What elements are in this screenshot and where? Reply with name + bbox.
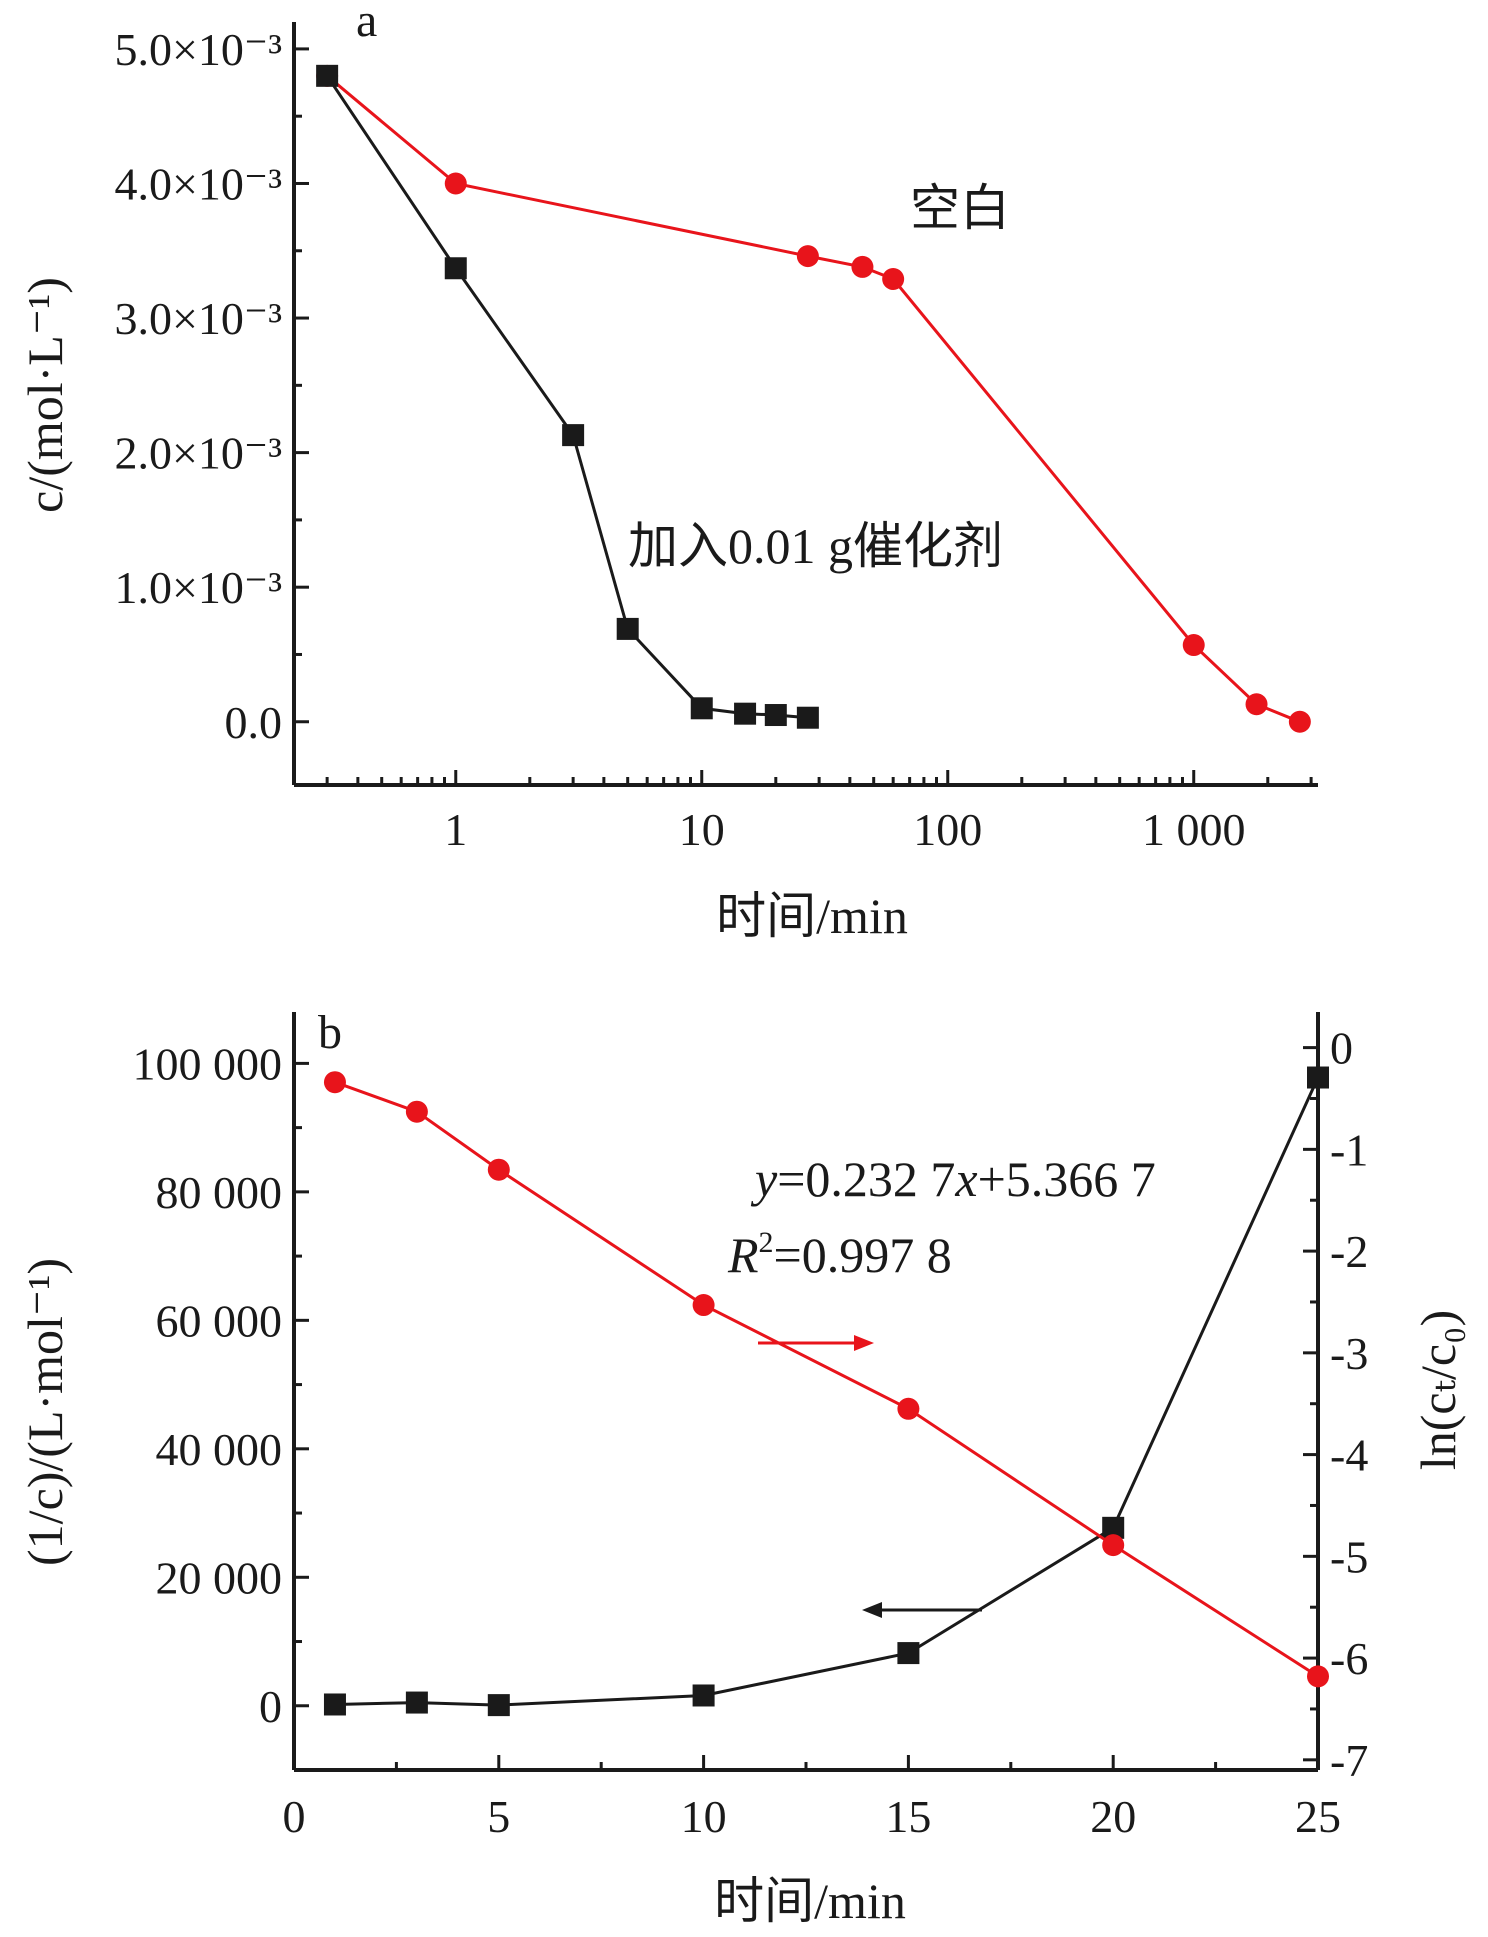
panel-a-series-1-point [690, 697, 713, 720]
panel-b-left-tick-label: 0 [259, 1681, 282, 1732]
panel-b-x-tick-label: 10 [681, 1791, 727, 1842]
panel-b-right-tick-label: -6 [1330, 1633, 1368, 1684]
panel-a-series-1-point [444, 257, 467, 280]
panel-b-right-tick-label: -5 [1330, 1531, 1368, 1582]
panel-b-series-0-point [1102, 1516, 1125, 1539]
panel-b-right-tick-label: 0 [1330, 1023, 1353, 1074]
panel-b-right-tick-label: -2 [1330, 1226, 1368, 1277]
panel-a-legend-catalyst: 加入0.01 g催化剂 [628, 518, 1003, 574]
panel-b-series-1-point [1307, 1665, 1329, 1688]
panel-a-y-label: c/(mol·L⁻¹) [17, 277, 73, 513]
panel-a-series-1-point [316, 64, 339, 87]
panel-a-y-tick-label: 1.0×10⁻³ [114, 562, 282, 613]
panel-a-y-tick-label: 0.0 [225, 697, 283, 748]
panel-b-series-0-point [405, 1691, 428, 1714]
panel-a-series-0-point [1288, 710, 1311, 733]
panel-b-x-tick-label: 5 [487, 1791, 510, 1842]
panel-b-series-1-point [487, 1158, 510, 1181]
panel-a-x-tick-label: 1 000 [1142, 804, 1246, 855]
panel-a-legend-blank: 空白 [910, 180, 1010, 236]
panel-b-left-tick-label: 80 000 [156, 1167, 283, 1218]
panel-b-series-0-point [323, 1693, 346, 1716]
panel-a-series [316, 64, 1311, 733]
panel-a-series-0-point [851, 255, 874, 278]
panel-a-series-1-point [764, 704, 787, 727]
panel-a-series-0-point [882, 268, 905, 291]
panel-b-series-0-point [692, 1684, 715, 1707]
panel-a-series-1-point [616, 617, 639, 640]
panel-b-right-y-label: ln(cₜ/c₀) [1410, 1310, 1466, 1470]
panel-b-series-0-point [1307, 1066, 1329, 1089]
panel-b-right-tick-label: -4 [1330, 1430, 1368, 1481]
panel-b-right-ticks: 0 -1 -2 -3 -4 -5 -6 -7 [1303, 1023, 1368, 1786]
panel-b-letter: b [318, 1006, 342, 1059]
panel-a-series-0-point [444, 172, 467, 195]
panel-a-x-tick-label: 100 [913, 804, 982, 855]
panel-b-x-label: 时间/min [714, 1873, 906, 1929]
panel-b-fit-equation: y=0.232 7x+5.366 7 [750, 1151, 1156, 1207]
panel-b-series-0-point [897, 1642, 920, 1665]
panel-a-y-tick-label: 2.0×10⁻³ [114, 428, 282, 479]
panel-b-series-1-point [1102, 1534, 1125, 1557]
panel-a-series-1-point [562, 424, 585, 447]
panel-a-y-tick-label: 5.0×10⁻³ [114, 24, 282, 75]
panel-a-series-0-point [1245, 693, 1268, 716]
panel-b-series-1-point [405, 1100, 428, 1123]
panel-b-x-tick-label: 0 [283, 1791, 306, 1842]
panel-a-x-tick-label: 1 [444, 804, 467, 855]
panel-a-y-tick-label: 3.0×10⁻³ [114, 293, 282, 344]
panel-b: 0 20 000 40 000 60 000 80 000 100 000 0 -1 -2 -3… [17, 1006, 1466, 1929]
panel-a-x-tick-label: 10 [679, 804, 725, 855]
panel-b-right-axis-arrow [758, 1335, 874, 1351]
panel-a-letter: a [356, 0, 377, 47]
panel-a-y-tick-label: 4.0×10⁻³ [114, 158, 282, 209]
panel-b-left-axis-arrow [862, 1602, 982, 1618]
panel-a-series-0-line [326, 74, 1301, 724]
panel-b-left-tick-label: 40 000 [156, 1424, 283, 1475]
panel-b-left-tick-label: 100 000 [133, 1038, 283, 1089]
panel-a-series-0-point [796, 245, 819, 268]
panel-b-series [323, 1066, 1329, 1717]
panel-b-right-tick-label: -3 [1330, 1328, 1368, 1379]
panel-b-series-1-point [692, 1294, 715, 1317]
panel-a-series-1-point [796, 706, 819, 729]
panel-b-x-ticks: 0 5 10 15 20 25 [283, 1755, 1341, 1842]
panel-a-series-0-point [1182, 634, 1205, 657]
panel-a-series-1-point [734, 702, 757, 725]
panel-a-x-ticks: 1 10 100 1 000 [325, 770, 1313, 855]
panel-b-right-tick-label: -7 [1330, 1735, 1368, 1786]
panel-b-series-1-point [897, 1397, 920, 1420]
panel-b-left-ticks: 0 20 000 40 000 60 000 80 000 100 000 [133, 1038, 309, 1772]
panel-b-left-tick-label: 60 000 [156, 1295, 283, 1346]
panel-b-x-tick-label: 20 [1090, 1791, 1136, 1842]
panel-b-right-tick-label: -1 [1330, 1124, 1368, 1175]
panel-b-left-y-label: (1/c)/(L·mol⁻¹) [17, 1258, 73, 1566]
panel-b-x-tick-label: 15 [885, 1791, 931, 1842]
panel-b-fit-r2: R2=0.997 8 [727, 1226, 952, 1283]
panel-a: 0.0 1.0×10⁻³ 2.0×10⁻³ 3.0×10⁻³ 4.0×10⁻³ 5.0×1… [17, 0, 1318, 944]
panel-b-series-0-point [487, 1694, 510, 1717]
panel-a-x-label: 时间/min [716, 888, 908, 944]
panel-b-series-1-point [323, 1071, 346, 1094]
panel-b-x-tick-label: 25 [1295, 1791, 1341, 1842]
panel-a-series-1-line [325, 74, 809, 720]
panel-b-left-tick-label: 20 000 [156, 1552, 283, 1603]
panel-a-y-ticks: 0.0 1.0×10⁻³ 2.0×10⁻³ 3.0×10⁻³ 4.0×10⁻³ 5.0×1… [114, 24, 309, 748]
